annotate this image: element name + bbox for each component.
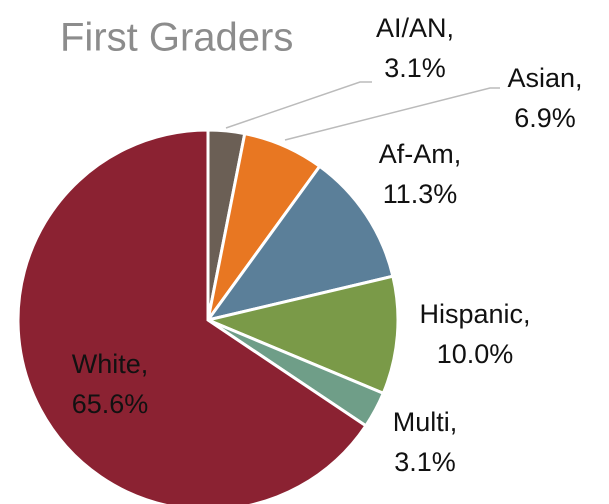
slice-value-label: 6.9% bbox=[514, 103, 576, 133]
pie-slice bbox=[204, 164, 395, 323]
slice-value-label: 65.6% bbox=[72, 389, 149, 419]
pie-slice bbox=[203, 274, 400, 396]
slice-value-label: 3.1% bbox=[394, 447, 456, 477]
slice-value-label: 10.0% bbox=[437, 339, 514, 369]
slice-label: Af-Am, bbox=[379, 139, 462, 169]
leader-line bbox=[284, 87, 500, 141]
slice-label: White, bbox=[72, 349, 149, 379]
slice-label: Hispanic, bbox=[419, 299, 530, 329]
slice-value-label: 3.1% bbox=[384, 53, 446, 83]
pie-slice bbox=[16, 128, 368, 504]
slice-value-label: 11.3% bbox=[383, 179, 458, 209]
slice-label: Asian, bbox=[507, 63, 582, 93]
leader-line bbox=[225, 81, 372, 129]
chart-title: First Graders bbox=[60, 16, 293, 60]
slice-label: Multi, bbox=[393, 407, 458, 437]
slice-label: AI/AN, bbox=[376, 13, 454, 43]
